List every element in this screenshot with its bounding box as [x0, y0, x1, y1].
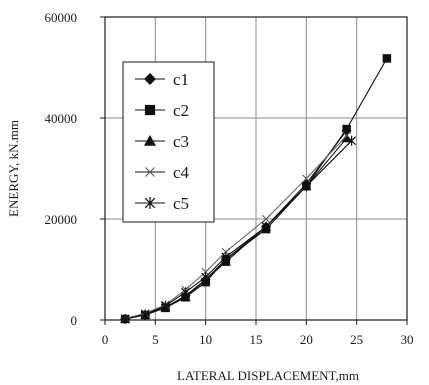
- data-point-c5: [347, 135, 357, 146]
- legend: c1 c2 c3 c4 c5: [122, 61, 215, 223]
- data-point-c5: [140, 309, 150, 320]
- data-point-c5: [301, 181, 311, 192]
- y-axis-ticks: 0 20000 40000 60000: [45, 10, 105, 328]
- legend-item-c5: c5: [135, 194, 189, 213]
- legend-box: [122, 61, 215, 223]
- data-point-c4: [261, 214, 271, 224]
- legend-label-c2: c2: [173, 101, 189, 120]
- data-point-c5: [201, 272, 211, 283]
- data-point-c4: [302, 174, 311, 183]
- y-tick-label: 0: [71, 313, 78, 328]
- legend-marker-c1: [144, 73, 156, 85]
- legend-marker-c4: [145, 167, 155, 177]
- x-tick-label: 0: [102, 332, 109, 347]
- data-point-c2: [382, 54, 392, 63]
- legend-item-c4: c4: [135, 163, 190, 182]
- legend-label-c1: c1: [173, 70, 189, 89]
- data-point-c5: [160, 300, 170, 311]
- x-tick-label: 30: [401, 332, 414, 347]
- x-tick-label: 25: [350, 332, 363, 347]
- x-tick-label: 10: [199, 332, 212, 347]
- y-tick-label: 60000: [45, 10, 78, 25]
- y-axis-title: ENERGY, kN.mm: [6, 120, 21, 217]
- x-axis-title: LATERAL DISPLACEMENT,mm: [177, 368, 359, 383]
- x-tick-label: 5: [152, 332, 159, 347]
- y-tick-label: 40000: [45, 111, 78, 126]
- legend-label-c4: c4: [173, 163, 190, 182]
- legend-marker-c5: [144, 197, 156, 209]
- series-layer: [120, 54, 392, 324]
- data-point-c5: [181, 287, 190, 298]
- legend-marker-c3: [144, 135, 156, 146]
- legend-label-c3: c3: [173, 132, 189, 151]
- data-point-c5: [261, 221, 271, 232]
- legend-item-c3: c3: [135, 132, 189, 151]
- y-tick-label: 20000: [45, 212, 78, 227]
- data-point-c2: [342, 124, 351, 134]
- legend-marker-c2: [144, 104, 156, 116]
- data-point-c3: [341, 133, 352, 143]
- x-axis-ticks: 0 5 10 15 20 25 30: [102, 320, 414, 347]
- data-point-c5: [221, 251, 231, 262]
- x-tick-label: 20: [300, 332, 313, 347]
- legend-item-c2: c2: [135, 101, 189, 120]
- data-point-c5: [120, 313, 130, 324]
- series-c5: [120, 135, 357, 324]
- x-tick-label: 15: [250, 332, 263, 347]
- legend-label-c5: c5: [173, 194, 189, 213]
- legend-item-c1: c1: [135, 70, 189, 89]
